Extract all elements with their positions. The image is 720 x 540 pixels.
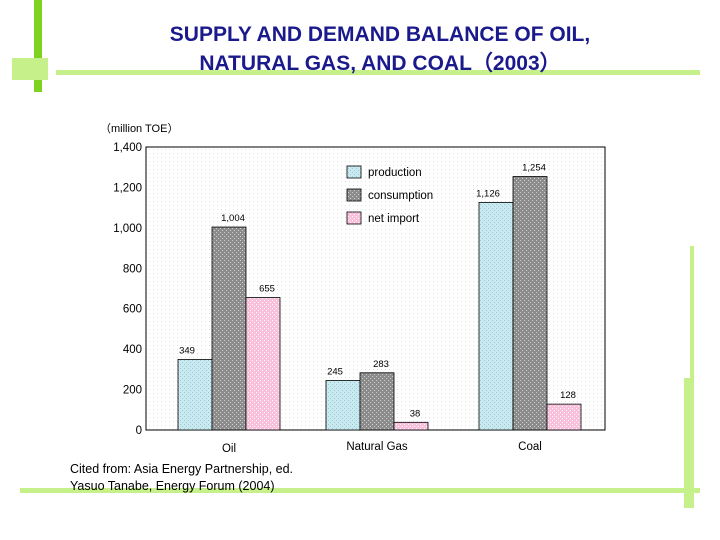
y-tick-label-400: 400 <box>123 344 142 356</box>
data-label-oil-consumption: 1,004 <box>221 213 245 224</box>
title-line-2: NATURAL GAS, AND COAL（2003） <box>199 52 561 75</box>
bar-oil-production <box>177 359 213 431</box>
accent-block-left <box>12 58 48 80</box>
x-category-label-coal: Coal <box>518 441 542 453</box>
y-tick-label-200: 200 <box>123 385 142 397</box>
data-label-coal-consumption: 1,254 <box>522 163 546 174</box>
accent-bar-left-vertical <box>34 0 42 92</box>
y-tick-label-600: 600 <box>123 304 142 316</box>
citation-line-1: Cited from: Asia Energy Partnership, ed. <box>70 462 294 476</box>
legend-swatch-consumption <box>346 188 362 202</box>
accent-bar-right-thick <box>684 378 694 508</box>
data-label-natural-gas-net-import: 38 <box>410 408 421 419</box>
legend-swatch-production <box>346 165 362 179</box>
data-label-oil-production: 349 <box>179 345 195 356</box>
legend-label-consumption: consumption <box>368 190 433 202</box>
legend-label-net-import: net import <box>368 213 420 225</box>
bar-coal-production <box>478 201 514 431</box>
bar-natural-gas-production <box>325 380 361 431</box>
bar-natural-gas-consumption <box>359 372 395 431</box>
x-category-label-oil: Oil <box>222 443 236 455</box>
citation-line-2: Yasuo Tanabe, Energy Forum (2004) <box>70 479 275 493</box>
bar-coal-net-import <box>546 403 582 431</box>
data-label-coal-net-import: 128 <box>560 390 576 401</box>
legend-label-production: production <box>368 167 422 179</box>
data-label-natural-gas-consumption: 283 <box>373 359 389 370</box>
y-tick-label-1400: 1,400 <box>113 142 142 154</box>
page-title: SUPPLY AND DEMAND BALANCE OF OIL, NATURA… <box>60 20 700 78</box>
title-line-1: SUPPLY AND DEMAND BALANCE OF OIL, <box>169 23 591 46</box>
legend-swatch-net-import <box>346 211 362 225</box>
legend: production consumption net import <box>346 165 433 225</box>
y-axis-unit-label: （million TOE） <box>100 122 178 135</box>
y-tick-label-1000: 1,000 <box>113 223 142 235</box>
x-category-label-natural-gas: Natural Gas <box>346 441 408 453</box>
y-tick-label-800: 800 <box>123 263 142 275</box>
bar-oil-consumption <box>211 226 247 431</box>
citation: Cited from: Asia Energy Partnership, ed.… <box>70 461 293 495</box>
bar-oil-net-import <box>245 297 281 431</box>
data-label-coal-production: 1,126 <box>476 188 500 199</box>
accent-bar-right-thin <box>690 246 694 386</box>
accent-bar-bottom <box>20 488 700 493</box>
y-tick-label-0: 0 <box>136 425 142 437</box>
bar-natural-gas-net-import <box>393 421 429 431</box>
data-label-natural-gas-production: 245 <box>327 366 343 377</box>
y-tick-label-1200: 1,200 <box>113 182 142 194</box>
data-label-oil-net-import: 655 <box>259 284 275 295</box>
bar-coal-consumption <box>512 176 548 431</box>
accent-bar-title-underline <box>56 70 700 75</box>
